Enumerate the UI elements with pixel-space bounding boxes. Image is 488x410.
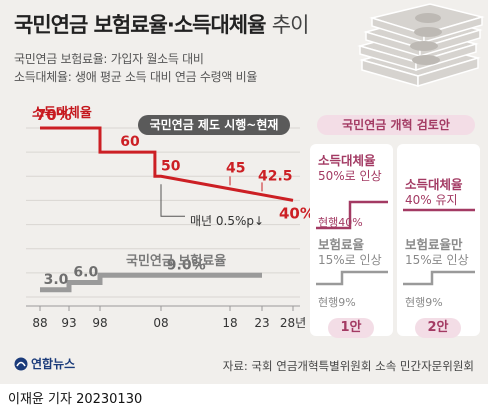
- decline-annotation: 매년 0.5%p↓: [190, 214, 265, 228]
- yonhap-logo-icon: [14, 357, 28, 370]
- x-tick-label: 93: [61, 316, 76, 330]
- page-title: 국민연금 보험료율·소득대체율 추이: [14, 13, 309, 37]
- plan-1-replacement-current: 현행40%: [318, 216, 363, 229]
- contribution-series-label: 국민연금 보험료율: [126, 254, 227, 269]
- definition-replacement: 소득대체율: 생애 평균 소득 대비 연금 수령액 비율: [14, 70, 258, 84]
- series-line-1: [40, 272, 262, 293]
- x-tick-label: 23: [254, 316, 269, 330]
- plan-1-replacement-title: 소득대체율: [318, 153, 376, 168]
- logo: 연합뉴스: [14, 355, 75, 372]
- trend-chart: 88 93 98 08 18 23 28년 70% 60 50 45 42.5 40% 3.0 6.0 9.…: [26, 106, 315, 330]
- byline: 이재윤 기자 20230130: [8, 392, 143, 407]
- data-label: 40%: [279, 204, 315, 222]
- plan-1-panel: [310, 144, 393, 336]
- plan-1-contribution-change: 15%로 인상: [318, 253, 382, 267]
- plan-2-contribution-current: 현행9%: [405, 296, 443, 309]
- plan-2-replacement-change: 40% 유지: [405, 193, 458, 207]
- reform-step-glyphs: [316, 200, 475, 286]
- x-tick-label: 88: [32, 316, 47, 330]
- definition-contribution: 국민연금 보험료율: 가입자 월소득 대비: [14, 52, 204, 66]
- data-label: 45: [226, 160, 245, 176]
- data-label: 50: [161, 158, 181, 174]
- reform-header: 국민연금 개혁 검토안: [317, 115, 475, 135]
- series-line-0: [40, 126, 294, 202]
- replacement-series-label: 소득대체율: [32, 106, 92, 121]
- data-label: 9.0%: [167, 257, 206, 273]
- data-label: 6.0: [73, 265, 98, 281]
- logo-text: 연합뉴스: [31, 357, 76, 371]
- plan-2-badge: 2안: [415, 318, 461, 338]
- data-label: 70%: [36, 106, 72, 124]
- period-annotation: 국민연금 제도 시행~현재: [138, 115, 290, 135]
- data-label: 3.0: [44, 272, 69, 288]
- x-tick-label: 18: [222, 316, 237, 330]
- x-tick-label: 98: [92, 316, 107, 330]
- plan-2-contribution-title: 보험료율만: [405, 237, 463, 252]
- plan-1-contribution-title: 보험료율: [318, 237, 365, 252]
- data-label: 42.5: [258, 168, 293, 184]
- data-label: 60: [120, 134, 140, 150]
- source-note: 자료: 국회 연금개혁특별위원회 소속 민간자문위원회: [222, 359, 474, 373]
- plan-1-badge: 1안: [328, 318, 374, 338]
- plan-2-panel: [397, 144, 480, 336]
- plan-2-contribution-change: 15%로 인상: [405, 253, 469, 267]
- x-tick-label: 08: [153, 316, 168, 330]
- decline-bracket: [160, 184, 185, 217]
- money-stack-icon: [357, 3, 485, 88]
- plan-1-contribution-current: 현행9%: [318, 296, 356, 309]
- infographic-card: 국민연금 보험료율·소득대체율 추이 국민연금 보험료율: 가입자 월소득 대비…: [0, 0, 488, 384]
- plan-1-replacement-change: 50%로 인상: [318, 169, 382, 183]
- plan-2-replacement-title: 소득대체율: [405, 177, 463, 192]
- x-tick-label: 28년: [280, 316, 306, 330]
